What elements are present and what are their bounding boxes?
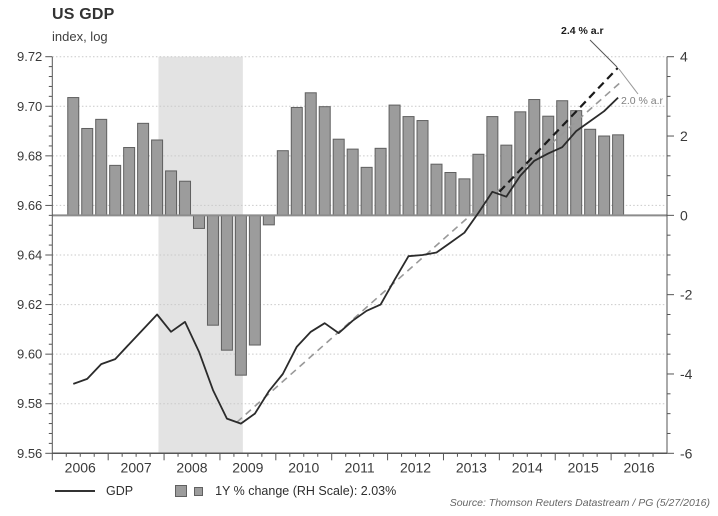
svg-text:2009: 2009 xyxy=(232,459,263,475)
svg-text:2: 2 xyxy=(680,128,688,144)
bar xyxy=(528,99,541,216)
svg-text:2015: 2015 xyxy=(568,459,599,475)
svg-text:2016: 2016 xyxy=(623,459,654,475)
bar xyxy=(388,104,401,216)
bar xyxy=(262,214,275,226)
svg-text:9.72: 9.72 xyxy=(17,49,42,64)
bar xyxy=(179,180,192,216)
bar xyxy=(206,214,219,326)
bar xyxy=(346,148,359,216)
bar xyxy=(165,170,178,216)
bar xyxy=(360,166,373,216)
bar xyxy=(67,97,80,216)
svg-text:9.66: 9.66 xyxy=(17,198,42,213)
annotation-2.4-percent: 2.4 % a.r xyxy=(561,25,604,37)
trend-line-2.0 xyxy=(236,82,621,423)
bar xyxy=(95,118,108,216)
bar xyxy=(514,111,527,216)
bar xyxy=(276,150,289,216)
bar xyxy=(612,134,625,216)
bar xyxy=(290,106,303,216)
bar xyxy=(444,172,457,216)
annotation-pointer-0 xyxy=(589,39,618,68)
bar xyxy=(220,214,233,351)
bar xyxy=(542,115,555,216)
bar xyxy=(234,214,247,376)
svg-text:-2: -2 xyxy=(680,287,693,303)
bar xyxy=(430,163,443,216)
bar xyxy=(192,214,205,229)
chart-title: US GDP xyxy=(52,6,115,23)
bar xyxy=(584,128,597,216)
svg-text:2013: 2013 xyxy=(456,459,487,475)
bar xyxy=(570,110,583,216)
svg-text:9.58: 9.58 xyxy=(17,396,42,411)
annotation-2.0-percent: 2.0 % a.r xyxy=(621,95,664,107)
bar xyxy=(304,92,317,216)
bar xyxy=(374,147,387,216)
bar xyxy=(332,138,345,216)
gdp-line xyxy=(72,96,619,425)
bar xyxy=(248,214,261,346)
chart-subtitle: index, log xyxy=(52,29,108,44)
bar-swatch-large xyxy=(175,485,188,497)
svg-text:9.56: 9.56 xyxy=(17,446,42,461)
legend-bar-label: 1Y % change (RH Scale): 2.03% xyxy=(215,484,397,498)
svg-text:2007: 2007 xyxy=(121,459,152,475)
svg-text:2008: 2008 xyxy=(176,459,207,475)
svg-text:9.70: 9.70 xyxy=(17,99,42,114)
svg-text:2010: 2010 xyxy=(288,459,319,475)
bar xyxy=(402,116,415,216)
svg-text:9.64: 9.64 xyxy=(17,248,42,263)
bar xyxy=(318,106,331,216)
trend-line-2.4 xyxy=(498,67,619,193)
bar xyxy=(123,147,136,216)
bar xyxy=(598,135,611,216)
bar-swatch-small xyxy=(194,486,204,496)
bar xyxy=(109,164,122,216)
svg-text:9.60: 9.60 xyxy=(17,347,42,362)
bar xyxy=(486,116,499,216)
gdp-line-swatch xyxy=(55,490,95,492)
svg-text:4: 4 xyxy=(680,49,688,65)
svg-text:-6: -6 xyxy=(680,445,693,461)
source-note: Source: Thomson Reuters Datastream / PG … xyxy=(449,497,710,509)
svg-text:9.68: 9.68 xyxy=(17,148,42,163)
bar xyxy=(416,120,429,216)
bar xyxy=(81,127,94,216)
bar xyxy=(137,122,150,216)
svg-text:2006: 2006 xyxy=(65,459,96,475)
svg-text:-4: -4 xyxy=(680,366,693,382)
svg-text:2012: 2012 xyxy=(400,459,431,475)
bar xyxy=(151,139,164,216)
svg-text:0: 0 xyxy=(680,207,688,223)
bar xyxy=(556,100,569,216)
annotation-pointer-1 xyxy=(618,68,639,95)
svg-text:2014: 2014 xyxy=(512,459,543,475)
svg-text:9.62: 9.62 xyxy=(17,297,42,312)
bar xyxy=(458,178,471,216)
svg-text:2011: 2011 xyxy=(345,459,375,475)
legend: GDP 1Y % change (RH Scale): 2.03% xyxy=(55,482,396,500)
legend-gdp-label: GDP xyxy=(106,484,134,498)
